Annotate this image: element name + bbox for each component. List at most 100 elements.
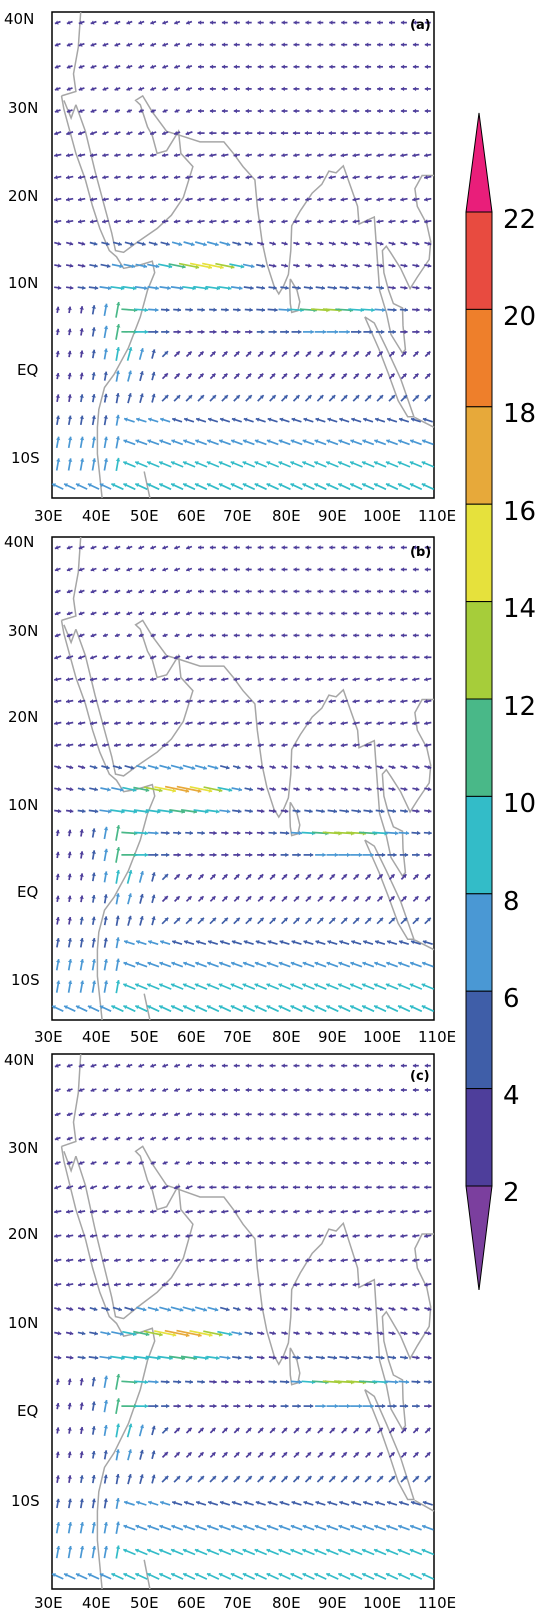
wind-vector xyxy=(412,350,420,358)
wind-vector xyxy=(55,937,61,948)
wind-vector xyxy=(103,1375,109,1389)
wind-vector xyxy=(162,589,169,594)
wind-vector xyxy=(352,873,360,881)
wind-vector xyxy=(268,1403,277,1409)
wind-vector xyxy=(376,372,384,380)
wind-vector xyxy=(151,393,156,403)
wind-vector xyxy=(232,307,241,312)
wind-vector xyxy=(138,347,145,360)
wind-vector xyxy=(114,197,121,202)
wind-vector xyxy=(89,175,98,180)
wind-vector xyxy=(89,153,98,158)
wind-vector xyxy=(197,329,205,335)
coastline-segment xyxy=(60,95,156,499)
wind-vector xyxy=(111,1572,124,1580)
wind-vector xyxy=(388,219,396,224)
colorbar-tick-6: 6 xyxy=(503,984,520,1014)
wind-vector xyxy=(293,1112,300,1117)
wind-vector xyxy=(114,1185,121,1190)
wind-vector xyxy=(221,219,229,224)
wind-vector xyxy=(362,852,374,858)
wind-vector xyxy=(341,86,348,92)
wind-vector xyxy=(340,699,348,704)
wind-vector xyxy=(185,699,193,704)
wind-vector xyxy=(365,108,372,114)
wind-vector xyxy=(135,1524,148,1531)
wind-vector xyxy=(376,787,384,792)
wind-vector xyxy=(281,1209,288,1214)
wind-vector xyxy=(173,175,181,180)
wind-vector xyxy=(66,20,73,25)
wind-vector xyxy=(329,1160,336,1166)
wind-vector xyxy=(90,589,97,594)
wind-vector xyxy=(317,873,324,881)
wind-vector xyxy=(279,1500,290,1506)
wind-vector xyxy=(198,108,204,114)
wind-vector xyxy=(173,721,181,726)
wind-vector xyxy=(51,1573,64,1580)
wind-vector xyxy=(147,417,159,423)
wind-vector xyxy=(254,1572,267,1580)
wind-vector xyxy=(173,372,181,380)
wind-vector xyxy=(89,1282,98,1287)
wind-vector xyxy=(375,1355,385,1360)
wind-vector xyxy=(89,721,98,726)
wind-vector xyxy=(376,1331,384,1336)
wind-vector xyxy=(233,852,241,858)
wind-vector xyxy=(233,20,240,25)
wind-vector xyxy=(159,940,171,946)
wind-vector xyxy=(209,852,217,858)
panel-b-xtick-110e: 110E xyxy=(418,1028,456,1046)
wind-vector xyxy=(400,108,407,114)
wind-vector xyxy=(102,1160,109,1165)
wind-vector xyxy=(77,743,86,748)
wind-vector xyxy=(326,439,339,446)
panel-a-xtick-70e: 70E xyxy=(223,507,252,525)
wind-vector xyxy=(209,633,216,638)
wind-vector xyxy=(174,633,180,638)
wind-vector xyxy=(245,699,253,704)
colorbar-swatch xyxy=(465,308,493,408)
wind-vector xyxy=(209,1282,217,1287)
wind-vector xyxy=(314,1572,327,1580)
wind-vector xyxy=(91,1521,97,1534)
wind-vector xyxy=(388,329,396,335)
wind-vector xyxy=(293,1087,300,1093)
wind-vector xyxy=(197,1258,205,1263)
wind-vector xyxy=(257,219,264,224)
wind-vector xyxy=(102,108,109,113)
wind-vector xyxy=(325,1005,339,1013)
wind-vector xyxy=(257,1233,264,1239)
wind-vector xyxy=(340,1233,348,1239)
wind-vector xyxy=(114,64,121,69)
coastline-segment xyxy=(143,471,151,499)
wind-vector xyxy=(221,1403,229,1409)
wind-vector xyxy=(257,852,265,858)
wind-vector xyxy=(257,1209,264,1214)
wind-vector xyxy=(424,175,432,180)
wind-vector xyxy=(111,786,124,792)
wind-vector xyxy=(115,414,120,426)
wind-vector xyxy=(242,1524,255,1531)
wind-vector xyxy=(209,611,216,616)
wind-vector xyxy=(178,262,200,270)
wind-vector xyxy=(149,1233,157,1239)
wind-vector xyxy=(364,153,372,158)
wind-vector xyxy=(269,699,276,704)
wind-vector xyxy=(147,1524,160,1531)
wind-vector xyxy=(161,329,170,335)
wind-vector xyxy=(303,1500,314,1506)
wind-vector xyxy=(362,1500,374,1506)
wind-vector xyxy=(339,285,349,291)
wind-vector xyxy=(341,350,348,358)
wind-vector xyxy=(305,633,312,638)
wind-vector xyxy=(389,1112,395,1117)
wind-vector xyxy=(389,108,395,114)
wind-vector xyxy=(171,940,183,946)
wind-vector xyxy=(305,721,312,726)
wind-vector xyxy=(314,1524,327,1531)
wind-vector xyxy=(54,285,62,290)
wind-vector xyxy=(114,589,121,594)
wind-vector xyxy=(221,830,229,836)
wind-vector xyxy=(101,1306,110,1312)
